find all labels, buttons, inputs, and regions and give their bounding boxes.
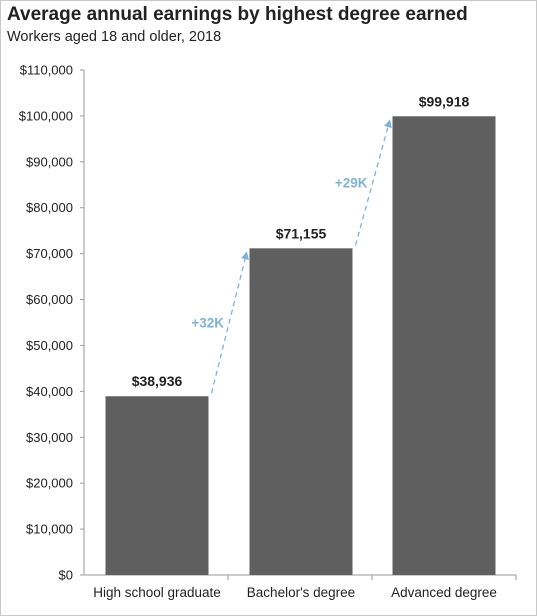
- x-tick-label: High school graduate: [93, 585, 221, 600]
- x-tick-label: Advanced degree: [391, 585, 497, 600]
- bar: [105, 396, 209, 575]
- bar-value-label: $71,155: [276, 225, 327, 241]
- y-tick-label: $20,000: [26, 476, 73, 491]
- y-tick-label: $110,000: [20, 63, 73, 78]
- bar-value-label: $38,936: [132, 373, 183, 389]
- growth-arrow: [354, 119, 392, 246]
- bar: [392, 116, 496, 575]
- growth-label: +29K: [335, 175, 368, 190]
- y-tick-label: $100,000: [19, 108, 73, 123]
- y-tick-label: $60,000: [26, 292, 73, 307]
- y-tick-label: $0: [59, 568, 73, 583]
- y-tick-label: $30,000: [26, 430, 73, 445]
- growth-label: +32K: [191, 315, 224, 330]
- bar: [249, 248, 353, 575]
- y-tick-label: $40,000: [26, 384, 73, 399]
- y-tick-label: $10,000: [26, 522, 73, 537]
- x-tick-label: Bachelor's degree: [247, 585, 355, 600]
- y-tick-label: $90,000: [26, 154, 73, 169]
- y-tick-label: $80,000: [26, 200, 73, 215]
- y-tick-label: $70,000: [26, 246, 73, 261]
- chart-subtitle: Workers aged 18 and older, 2018: [7, 29, 222, 45]
- y-tick-label: $50,000: [26, 338, 73, 353]
- growth-arrow: [210, 251, 249, 394]
- chart-title: Average annual earnings by highest degre…: [7, 4, 468, 25]
- bar-value-label: $99,918: [419, 93, 470, 109]
